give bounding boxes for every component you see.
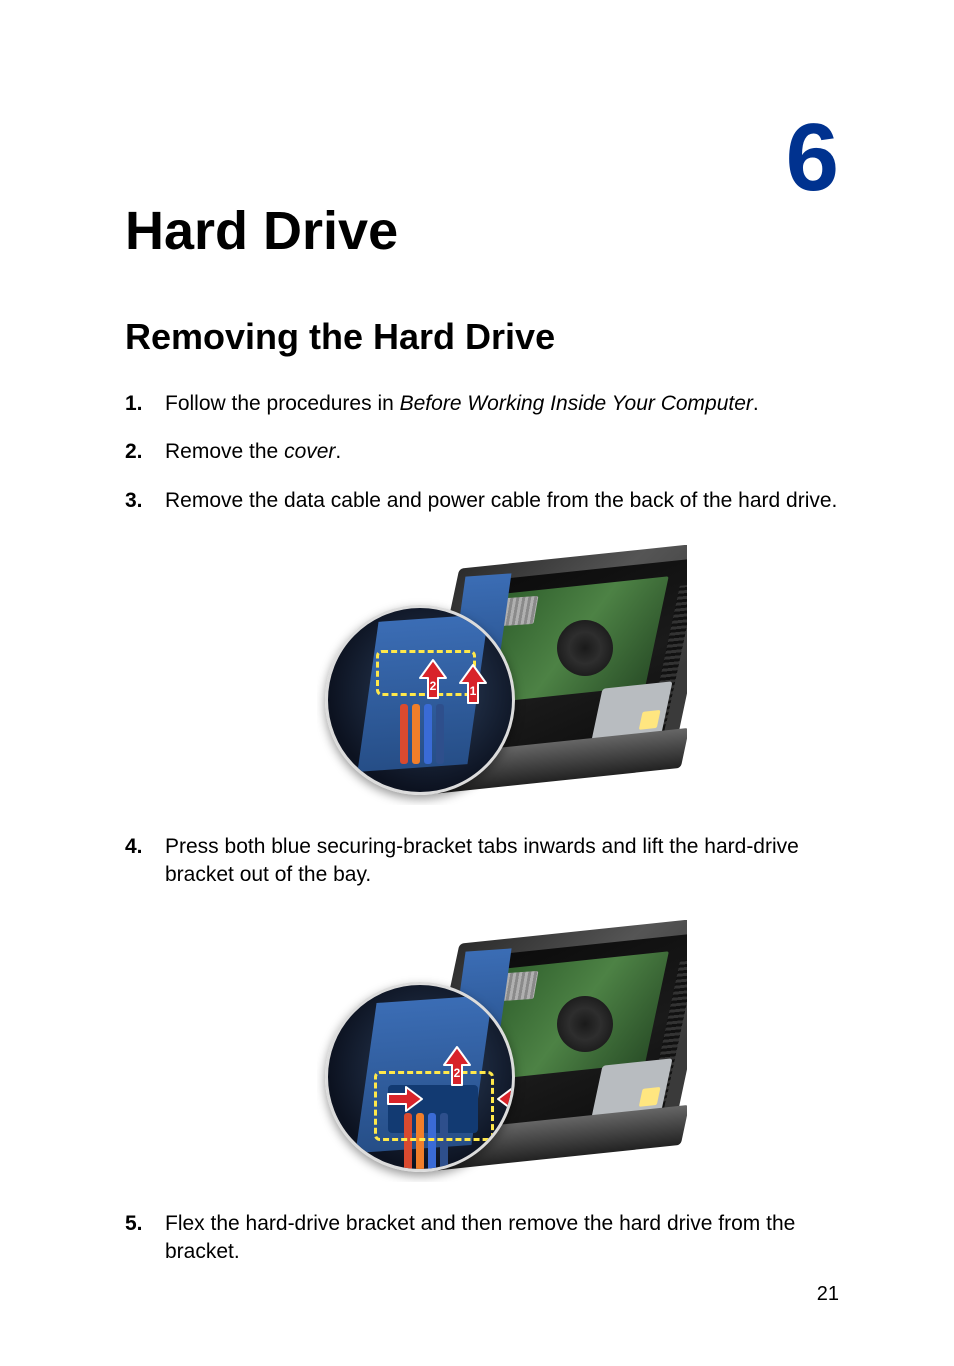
step-number: 3. [125, 487, 147, 515]
manual-page: 6 Hard Drive Removing the Hard Drive 1. … [0, 0, 954, 1366]
page-number: 21 [817, 1283, 839, 1306]
steps-list: 1. Follow the procedures in Before Worki… [125, 390, 839, 1266]
step-text: Follow the procedures in Before Working … [165, 390, 839, 418]
chapter-number: 6 [786, 110, 839, 206]
figure-2: 2 [317, 920, 687, 1182]
magnifier-lens: 2 1 [325, 605, 515, 795]
figure-container: 2 [165, 920, 839, 1182]
step-text: Remove the cover. [165, 438, 839, 466]
step-text: Remove the data cable and power cable fr… [165, 487, 839, 515]
figure-row: 2 [125, 910, 839, 1210]
step-text: Flex the hard-drive bracket and then rem… [165, 1210, 839, 1267]
step-item: 4. Press both blue securing-bracket tabs… [125, 833, 839, 890]
figure-1: 2 1 [317, 545, 687, 805]
callout-2: 2 [416, 658, 450, 702]
figure-container: 2 1 [165, 545, 839, 805]
callout-1: 1 [456, 663, 490, 707]
section-title: Removing the Hard Drive [125, 316, 839, 358]
step-text: Press both blue securing-bracket tabs in… [165, 833, 839, 890]
step-number: 1. [125, 390, 147, 418]
step-item: 5. Flex the hard-drive bracket and then … [125, 1210, 839, 1267]
step-item: 1. Follow the procedures in Before Worki… [125, 390, 839, 418]
figure-row: 2 1 [125, 535, 839, 833]
step-number: 2. [125, 438, 147, 466]
cpu-fan-shape [557, 996, 613, 1052]
step-item: 2. Remove the cover. [125, 438, 839, 466]
step-number: 4. [125, 833, 147, 861]
callout-right-in [386, 1085, 424, 1113]
callout-2: 2 [440, 1045, 474, 1089]
cpu-fan-shape [557, 620, 613, 676]
step-number: 5. [125, 1210, 147, 1238]
magnifier-lens: 2 [325, 982, 515, 1172]
step-item: 3. Remove the data cable and power cable… [125, 487, 839, 515]
lens-cables [400, 704, 450, 764]
chapter-title: Hard Drive [125, 200, 839, 262]
